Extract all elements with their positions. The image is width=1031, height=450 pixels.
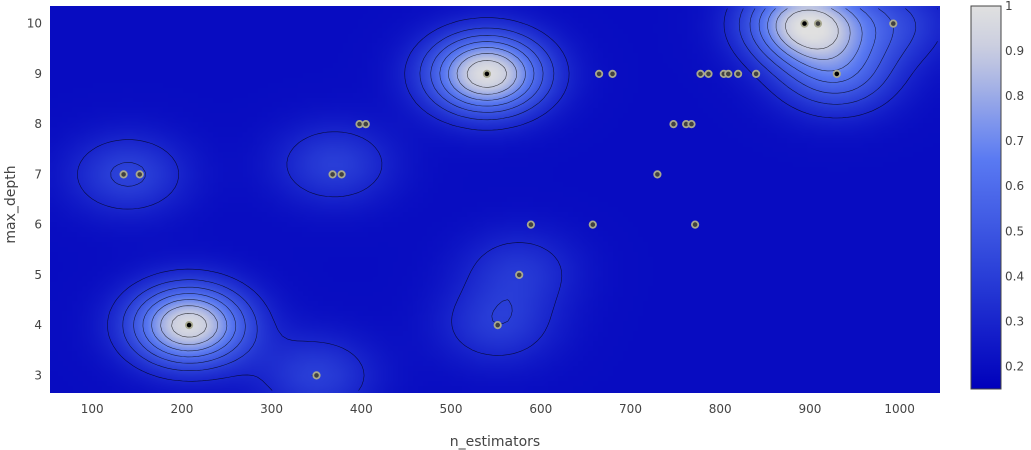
- y-tick-label: 7: [34, 167, 42, 181]
- heatmap-surface: [50, 6, 940, 393]
- x-tick-label: 1000: [884, 402, 915, 416]
- x-tick-label: 700: [619, 402, 642, 416]
- colorbar-tick-label: 1: [1005, 0, 1013, 13]
- data-point[interactable]: [832, 69, 841, 79]
- colorbar-tick-label: 0.4: [1005, 269, 1024, 283]
- x-tick-label: 500: [440, 402, 463, 416]
- data-point[interactable]: [687, 120, 696, 129]
- data-points: [119, 19, 898, 380]
- data-point[interactable]: [751, 69, 761, 79]
- x-tick-label: 900: [798, 402, 821, 416]
- data-point[interactable]: [669, 120, 678, 129]
- colorbar: 0.2 0.3 0.4 0.5 0.6 0.7 0.8 0.9 1: [970, 0, 1024, 390]
- data-point[interactable]: [119, 170, 128, 179]
- y-tick-label: 3: [34, 368, 42, 382]
- contour-line: [110, 8, 917, 378]
- data-point[interactable]: [704, 69, 713, 79]
- data-point[interactable]: [690, 220, 700, 229]
- colorbar-tick-label: 0.7: [1005, 134, 1024, 148]
- colorbar-tick-label: 0.5: [1005, 224, 1024, 238]
- x-tick-label: 800: [709, 402, 732, 416]
- x-tick-label: 200: [170, 402, 193, 416]
- data-point[interactable]: [328, 170, 337, 179]
- x-tick-label: 300: [260, 402, 283, 416]
- x-axis-ticks: 100 200 300 400 500 600 700 800 900 1000: [81, 402, 915, 416]
- data-point[interactable]: [588, 220, 597, 229]
- data-point[interactable]: [889, 19, 898, 28]
- y-axis-ticks: 3 4 5 6 7 8 9 10: [27, 17, 42, 383]
- x-axis-title: n_estimators: [450, 434, 540, 450]
- data-point[interactable]: [482, 69, 491, 79]
- contour-line: [133, 8, 894, 364]
- x-tick-label: 400: [350, 402, 373, 416]
- x-tick-label: 100: [81, 402, 104, 416]
- y-axis-title: max_depth: [3, 165, 19, 243]
- contour-line: [142, 8, 877, 358]
- plot-area[interactable]: [50, 6, 940, 393]
- data-point[interactable]: [724, 69, 733, 79]
- colorbar-tick-label: 0.3: [1005, 314, 1024, 328]
- data-point[interactable]: [608, 69, 617, 79]
- contour-lines: [77, 8, 938, 391]
- colorbar-tick-label: 0.8: [1005, 89, 1024, 103]
- colorbar-tick-label: 0.9: [1005, 44, 1024, 58]
- contour-line: [171, 9, 839, 338]
- data-point[interactable]: [813, 19, 823, 28]
- y-tick-label: 5: [34, 268, 42, 282]
- y-tick-label: 10: [27, 17, 42, 31]
- y-tick-label: 9: [34, 67, 42, 81]
- colorbar-gradient: [970, 5, 1002, 390]
- contour-line: [160, 8, 851, 345]
- data-point[interactable]: [653, 170, 662, 179]
- data-point[interactable]: [594, 69, 604, 79]
- colorbar-tick-label: 0.6: [1005, 179, 1024, 193]
- data-point[interactable]: [312, 371, 321, 380]
- data-point[interactable]: [800, 19, 809, 28]
- data-point[interactable]: [185, 320, 194, 330]
- data-point[interactable]: [515, 270, 524, 279]
- y-tick-label: 8: [34, 117, 42, 131]
- colorbar-ticks: 0.2 0.3 0.4 0.5 0.6 0.7 0.8 0.9 1: [1005, 0, 1024, 374]
- contour-line: [77, 8, 938, 391]
- data-point[interactable]: [733, 69, 743, 79]
- data-point[interactable]: [337, 170, 346, 179]
- colorbar-tick-label: 0.2: [1005, 360, 1024, 374]
- data-point[interactable]: [526, 220, 536, 229]
- data-point[interactable]: [135, 170, 144, 179]
- data-point[interactable]: [493, 320, 502, 330]
- y-tick-label: 4: [34, 318, 42, 332]
- data-point[interactable]: [696, 69, 705, 79]
- x-tick-label: 600: [529, 402, 552, 416]
- data-point[interactable]: [361, 120, 370, 129]
- y-tick-label: 6: [34, 218, 42, 232]
- contour-line: [151, 8, 863, 352]
